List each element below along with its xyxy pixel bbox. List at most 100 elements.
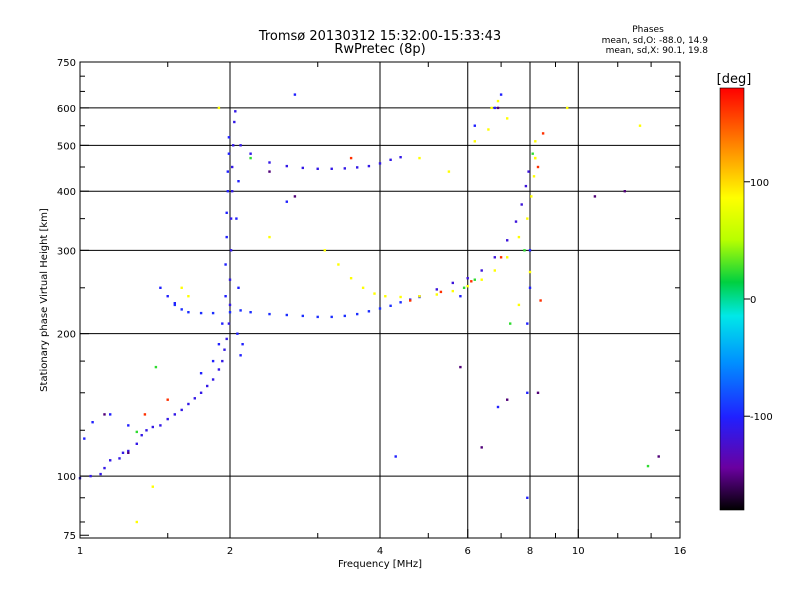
data-point <box>399 295 402 299</box>
data-point <box>154 365 158 369</box>
data-point <box>285 164 288 168</box>
data-point <box>135 520 138 524</box>
data-point <box>509 322 512 325</box>
data-point <box>459 365 462 369</box>
data-point <box>229 217 233 220</box>
y-axis-label: Stationary phase Virtual Height [km] <box>39 208 50 392</box>
data-point <box>657 455 660 458</box>
data-point <box>193 397 196 400</box>
data-point <box>239 309 242 312</box>
data-point <box>135 430 138 434</box>
data-point <box>506 239 509 242</box>
data-point <box>532 175 536 178</box>
data-point <box>187 402 190 406</box>
data-point <box>166 417 169 421</box>
x-tick-label: 4 <box>377 546 383 557</box>
stats-heading: Phases <box>632 25 664 35</box>
data-point <box>151 425 154 429</box>
data-point <box>539 299 542 302</box>
data-point <box>384 295 387 298</box>
data-point <box>145 429 148 432</box>
x-tick-label: 6 <box>465 546 471 557</box>
data-point <box>528 270 532 274</box>
stats-o-mode: mean, sd,O: -88.0, 14.9 <box>602 36 709 46</box>
data-point <box>233 120 236 124</box>
data-point <box>638 124 642 127</box>
plot-axes: 1 2 4 6 8 10 16 75 100 200 300 400 500 600 750 <box>57 58 686 557</box>
data-point <box>239 354 242 357</box>
data-point <box>239 144 242 147</box>
data-point <box>459 295 462 298</box>
data-point <box>217 368 221 371</box>
data-point <box>224 263 227 266</box>
data-point <box>528 249 532 252</box>
data-point <box>159 286 162 289</box>
data-point <box>349 277 353 280</box>
data-point <box>268 312 271 316</box>
data-point <box>480 278 483 281</box>
data-point <box>435 293 438 296</box>
data-point <box>493 269 496 272</box>
data-point <box>180 286 183 289</box>
data-point <box>127 449 130 453</box>
data-point <box>109 459 112 462</box>
data-point <box>228 303 232 307</box>
data-point <box>236 332 239 335</box>
colorbar-gradient <box>719 87 745 511</box>
data-point <box>499 93 503 96</box>
colorbar-tick-label: 100 <box>750 178 769 189</box>
colorbar-tick-label: 0 <box>750 295 756 306</box>
x-tick-label: 2 <box>227 546 233 557</box>
data-point <box>361 286 365 289</box>
data-point <box>378 162 382 165</box>
data-point <box>285 200 288 203</box>
data-point <box>227 322 231 325</box>
data-point <box>135 442 138 445</box>
data-point <box>91 421 94 424</box>
data-point <box>367 310 371 313</box>
data-point <box>487 128 490 131</box>
data-point <box>223 348 226 351</box>
data-point <box>343 167 346 170</box>
chart-subtitle: RwPretec (8p) <box>334 42 425 57</box>
data-point <box>293 93 297 96</box>
data-point <box>237 180 240 183</box>
data-point <box>323 249 326 252</box>
data-point <box>526 217 529 220</box>
data-point <box>409 299 412 302</box>
data-point <box>173 302 176 305</box>
data-point <box>499 256 503 259</box>
data-point <box>268 161 271 164</box>
data-point <box>241 343 244 346</box>
data-point <box>451 281 454 285</box>
data-points <box>78 93 660 524</box>
data-point <box>180 408 183 412</box>
data-point <box>531 152 534 155</box>
data-point <box>211 359 215 363</box>
data-point <box>378 307 382 310</box>
data-point <box>173 413 176 416</box>
data-point <box>356 166 359 169</box>
data-point <box>389 304 392 307</box>
data-point <box>301 166 304 170</box>
data-point <box>490 106 493 110</box>
y-tick-label: 100 <box>57 472 76 483</box>
data-point <box>166 398 169 401</box>
data-point <box>118 457 121 460</box>
data-point <box>234 110 237 113</box>
x-tick-label: 1 <box>77 546 83 557</box>
data-point <box>466 277 469 280</box>
data-point <box>517 303 521 307</box>
data-point <box>143 413 147 416</box>
data-point <box>159 424 162 427</box>
data-point <box>330 167 333 170</box>
x-tick-label: 8 <box>527 546 533 557</box>
data-point <box>399 156 402 159</box>
data-point <box>399 301 402 304</box>
data-point <box>249 152 252 155</box>
data-point <box>228 311 232 314</box>
colorbar-label: [deg] <box>717 72 752 87</box>
data-point <box>367 164 371 168</box>
data-point <box>83 437 86 440</box>
